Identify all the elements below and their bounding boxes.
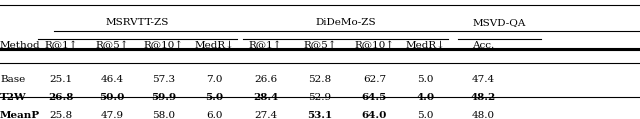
- Text: 4.0: 4.0: [417, 93, 435, 102]
- Text: 52.8: 52.8: [308, 75, 332, 84]
- Text: 58.0: 58.0: [152, 111, 175, 119]
- Text: R@5↑: R@5↑: [95, 41, 129, 50]
- Text: 25.8: 25.8: [49, 111, 72, 119]
- Text: R@10↑: R@10↑: [355, 41, 394, 50]
- Text: MedR↓: MedR↓: [195, 41, 234, 50]
- Text: 59.9: 59.9: [150, 93, 176, 102]
- Text: 47.4: 47.4: [472, 75, 495, 84]
- Text: 52.9: 52.9: [308, 93, 332, 102]
- Text: MSVD-QA: MSVD-QA: [472, 18, 526, 27]
- Text: MSRVTT-ZS: MSRVTT-ZS: [106, 18, 170, 27]
- Text: 6.0: 6.0: [206, 111, 223, 119]
- Text: 27.4: 27.4: [254, 111, 277, 119]
- Text: R@5↑: R@5↑: [303, 41, 337, 50]
- Text: 64.5: 64.5: [362, 93, 387, 102]
- Text: 47.9: 47.9: [100, 111, 124, 119]
- Text: 64.0: 64.0: [362, 111, 387, 119]
- Text: Method: Method: [0, 41, 40, 50]
- Text: 28.4: 28.4: [253, 93, 278, 102]
- Text: 5.0: 5.0: [417, 111, 434, 119]
- Text: MeanP: MeanP: [0, 111, 40, 119]
- Text: 26.8: 26.8: [48, 93, 74, 102]
- Text: R@1↑: R@1↑: [44, 41, 77, 50]
- Text: R@10↑: R@10↑: [143, 41, 183, 50]
- Text: 46.4: 46.4: [100, 75, 124, 84]
- Text: 25.1: 25.1: [49, 75, 72, 84]
- Text: 48.0: 48.0: [472, 111, 495, 119]
- Text: 5.0: 5.0: [417, 75, 434, 84]
- Text: 26.6: 26.6: [254, 75, 277, 84]
- Text: Acc.: Acc.: [472, 41, 494, 50]
- Text: Base: Base: [0, 75, 25, 84]
- Text: 5.0: 5.0: [205, 93, 223, 102]
- Text: 62.7: 62.7: [363, 75, 386, 84]
- Text: 48.2: 48.2: [470, 93, 496, 102]
- Text: R@1↑: R@1↑: [249, 41, 282, 50]
- Text: DiDeMo-ZS: DiDeMo-ZS: [316, 18, 376, 27]
- Text: 7.0: 7.0: [206, 75, 223, 84]
- Text: T2W: T2W: [0, 93, 27, 102]
- Text: MedR↓: MedR↓: [406, 41, 445, 50]
- Text: 50.0: 50.0: [99, 93, 125, 102]
- Text: 53.1: 53.1: [307, 111, 333, 119]
- Text: 57.3: 57.3: [152, 75, 175, 84]
